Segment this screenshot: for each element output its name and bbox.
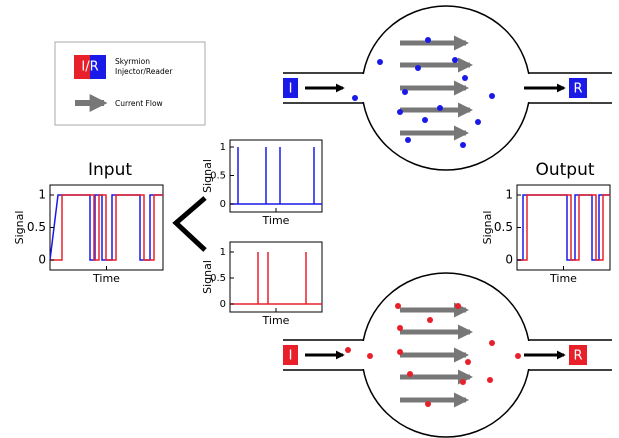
skyrmion (462, 75, 468, 81)
skyrmion (422, 117, 428, 123)
legend-label: Skyrmion (115, 57, 150, 66)
skyrmion (437, 105, 443, 111)
injector-label: I (289, 82, 293, 97)
y-tick-label: 0 (220, 299, 226, 310)
skyrmion (427, 317, 433, 323)
injector-label: I (289, 349, 293, 364)
skyrmion (345, 347, 351, 353)
y-axis-label: Signal (13, 211, 26, 245)
reader-label: R (573, 82, 582, 97)
y-tick-label: 0 (38, 253, 46, 267)
skyrmion (407, 371, 413, 377)
legend-box (55, 42, 205, 125)
y-tick-label: 0 (505, 253, 513, 267)
skyrmion (395, 303, 401, 309)
skyrmion (405, 137, 411, 143)
y-tick-label: 0.5 (27, 220, 46, 234)
y-axis-label: Signal (201, 260, 214, 294)
skyrmion (397, 109, 403, 115)
y-tick-label: 1 (505, 188, 513, 202)
plot-title: Output (535, 160, 594, 180)
skyrmion (489, 340, 495, 346)
skyrmion (515, 353, 521, 359)
y-tick-label: 0.5 (494, 220, 513, 234)
x-axis-label: Time (92, 272, 120, 285)
y-tick-label: 1 (38, 188, 46, 202)
skyrmion (425, 401, 431, 407)
page: I/R Skyrmion Injector/Reader Current Flo… (0, 0, 619, 438)
skyrmion (425, 37, 431, 43)
skyrmion (475, 119, 481, 125)
y-tick-label: 1 (220, 247, 226, 258)
skyrmion (367, 353, 373, 359)
x-axis-label: Time (262, 314, 290, 327)
x-axis-label: Time (549, 272, 577, 285)
legend-icon-text: I/R (81, 60, 98, 75)
skyrmion (489, 93, 495, 99)
skyrmion (377, 59, 383, 65)
skyrmion (397, 325, 403, 331)
y-axis-label: Signal (481, 211, 494, 245)
skyrmion (402, 89, 408, 95)
figure: I/R Skyrmion Injector/Reader Current Flo… (0, 0, 619, 438)
skyrmion (460, 379, 466, 385)
skyrmion (397, 349, 403, 355)
x-axis-label: Time (262, 214, 290, 227)
plot-axes (230, 140, 322, 212)
skyrmion (487, 377, 493, 383)
skyrmion (460, 142, 466, 148)
legend-label: Injector/Reader (115, 67, 173, 76)
split-arrow (176, 198, 205, 250)
plot-title: Input (88, 160, 132, 180)
reader-label: R (573, 349, 582, 364)
skyrmion (415, 65, 421, 71)
y-tick-label: 1 (220, 142, 226, 153)
skyrmion (352, 95, 358, 101)
skyrmion (465, 359, 471, 365)
plot-axes (230, 242, 322, 312)
skyrmion (455, 303, 461, 309)
channel-mask (355, 74, 381, 102)
skyrmion (452, 57, 458, 63)
y-axis-label: Signal (201, 159, 214, 193)
legend-label: Current Flow (115, 99, 163, 108)
y-tick-label: 0 (220, 199, 226, 210)
